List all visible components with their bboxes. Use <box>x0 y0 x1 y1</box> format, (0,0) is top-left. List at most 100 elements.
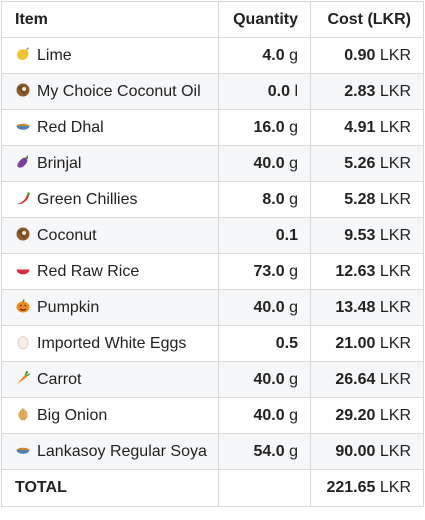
cost-cell: 0.90 LKR <box>310 37 424 74</box>
cost-currency: LKR <box>379 442 411 460</box>
chili-pepper-icon <box>15 190 31 206</box>
quantity-unit: g <box>289 442 298 460</box>
table-row: Lankasoy Regular Soya 54.0 g 90.00 LKR <box>1 433 424 470</box>
cost-cell: 2.83 LKR <box>310 73 424 110</box>
egg-icon <box>15 334 31 350</box>
quantity-value: 40.0 <box>253 406 285 424</box>
quantity-value: 0.1 <box>275 226 298 244</box>
quantity-unit: g <box>289 370 298 388</box>
cost-cell: 21.00 LKR <box>310 325 424 362</box>
quantity-cell: 0.0 l <box>218 73 311 110</box>
cost-cell: 9.53 LKR <box>310 217 424 254</box>
cost-currency: LKR <box>379 334 411 352</box>
cost-cell: 4.91 LKR <box>310 109 424 146</box>
curry-bowl-icon <box>15 442 31 458</box>
cost-currency: LKR <box>379 262 411 280</box>
table-row: My Choice Coconut Oil 0.0 l 2.83 LKR <box>1 73 424 110</box>
item-name: Green Chillies <box>37 191 138 208</box>
item-name: Lime <box>37 47 72 64</box>
coconut-icon <box>15 82 31 98</box>
quantity-cell: 40.0 g <box>218 289 311 326</box>
table-row: Big Onion 40.0 g 29.20 LKR <box>1 397 424 434</box>
item-cell: Coconut <box>1 217 219 254</box>
quantity-unit: l <box>294 82 298 100</box>
item-cell: Lankasoy Regular Soya <box>1 433 219 470</box>
quantity-cell: 40.0 g <box>218 361 311 398</box>
curry-bowl-icon <box>15 118 31 134</box>
quantity-unit: g <box>289 262 298 280</box>
cost-currency: LKR <box>379 46 411 64</box>
cost-cell: 5.28 LKR <box>310 181 424 218</box>
table-row: Carrot 40.0 g 26.64 LKR <box>1 361 424 398</box>
quantity-unit: g <box>289 406 298 424</box>
quantity-cell: 73.0 g <box>218 253 311 290</box>
quantity-unit: g <box>289 154 298 172</box>
item-cell: Lime <box>1 37 219 74</box>
column-header-quantity: Quantity <box>218 1 311 38</box>
item-name: Lankasoy Regular Soya <box>37 443 207 460</box>
rice-bowl-icon <box>15 262 31 278</box>
quantity-value: 40.0 <box>253 154 285 172</box>
coconut-icon <box>15 226 31 242</box>
item-cell: Green Chillies <box>1 181 219 218</box>
table-row: Lime 4.0 g 0.90 LKR <box>1 37 424 74</box>
cost-currency: LKR <box>379 298 411 316</box>
total-row: TOTAL 221.65 LKR <box>1 469 424 507</box>
quantity-cell: 0.1 <box>218 217 311 254</box>
quantity-cell: 0.5 <box>218 325 311 362</box>
cost-value: 13.48 <box>335 298 376 316</box>
item-name: My Choice Coconut Oil <box>37 83 201 100</box>
table-row: Green Chillies 8.0 g 5.28 LKR <box>1 181 424 218</box>
item-cell: Carrot <box>1 361 219 398</box>
cost-value: 9.53 <box>344 226 376 244</box>
cost-currency: LKR <box>379 370 411 388</box>
eggplant-icon <box>15 154 31 170</box>
cost-value: 0.90 <box>344 46 376 64</box>
cost-currency: LKR <box>379 226 411 244</box>
total-cost-value: 221.65 <box>326 479 376 496</box>
cost-value: 5.26 <box>344 154 376 172</box>
quantity-value: 0.0 <box>267 82 290 100</box>
carrot-icon <box>15 370 31 386</box>
table-row: Red Dhal 16.0 g 4.91 LKR <box>1 109 424 146</box>
item-name: Imported White Eggs <box>37 335 187 352</box>
cost-value: 21.00 <box>335 334 376 352</box>
cost-value: 26.64 <box>335 370 376 388</box>
quantity-unit: g <box>289 118 298 136</box>
onion-icon <box>15 406 31 422</box>
quantity-unit: g <box>289 46 298 64</box>
cost-currency: LKR <box>379 118 411 136</box>
quantity-cell: 40.0 g <box>218 145 311 182</box>
item-name: Carrot <box>37 371 82 388</box>
column-header-cost: Cost (LKR) <box>310 1 424 38</box>
quantity-value: 40.0 <box>253 298 285 316</box>
cost-currency: LKR <box>379 82 411 100</box>
total-cost-cell: 221.65 LKR <box>310 469 424 507</box>
quantity-cell: 8.0 g <box>218 181 311 218</box>
total-currency: LKR <box>379 479 411 496</box>
item-cell: Pumpkin <box>1 289 219 326</box>
quantity-cell: 54.0 g <box>218 433 311 470</box>
quantity-cell: 40.0 g <box>218 397 311 434</box>
item-cell: Red Dhal <box>1 109 219 146</box>
quantity-value: 16.0 <box>253 118 285 136</box>
quantity-value: 8.0 <box>262 190 285 208</box>
item-name: Red Dhal <box>37 119 104 136</box>
cost-value: 5.28 <box>344 190 376 208</box>
quantity-unit: g <box>289 298 298 316</box>
total-quantity-cell <box>218 469 311 507</box>
item-cell: Brinjal <box>1 145 219 182</box>
quantity-value: 54.0 <box>253 442 285 460</box>
item-cell: Big Onion <box>1 397 219 434</box>
quantity-cell: 4.0 g <box>218 37 311 74</box>
cost-cell: 13.48 LKR <box>310 289 424 326</box>
cost-value: 90.00 <box>335 442 376 460</box>
total-label: TOTAL <box>1 469 219 507</box>
ingredient-cost-table: Item Quantity Cost (LKR) Lime 4.0 g 0.90 L… <box>1 1 424 507</box>
lime-icon <box>15 46 31 62</box>
item-name: Pumpkin <box>37 299 100 316</box>
quantity-value: 40.0 <box>253 370 285 388</box>
cost-cell: 5.26 LKR <box>310 145 424 182</box>
pumpkin-icon <box>15 298 31 314</box>
table-row: Brinjal 40.0 g 5.26 LKR <box>1 145 424 182</box>
